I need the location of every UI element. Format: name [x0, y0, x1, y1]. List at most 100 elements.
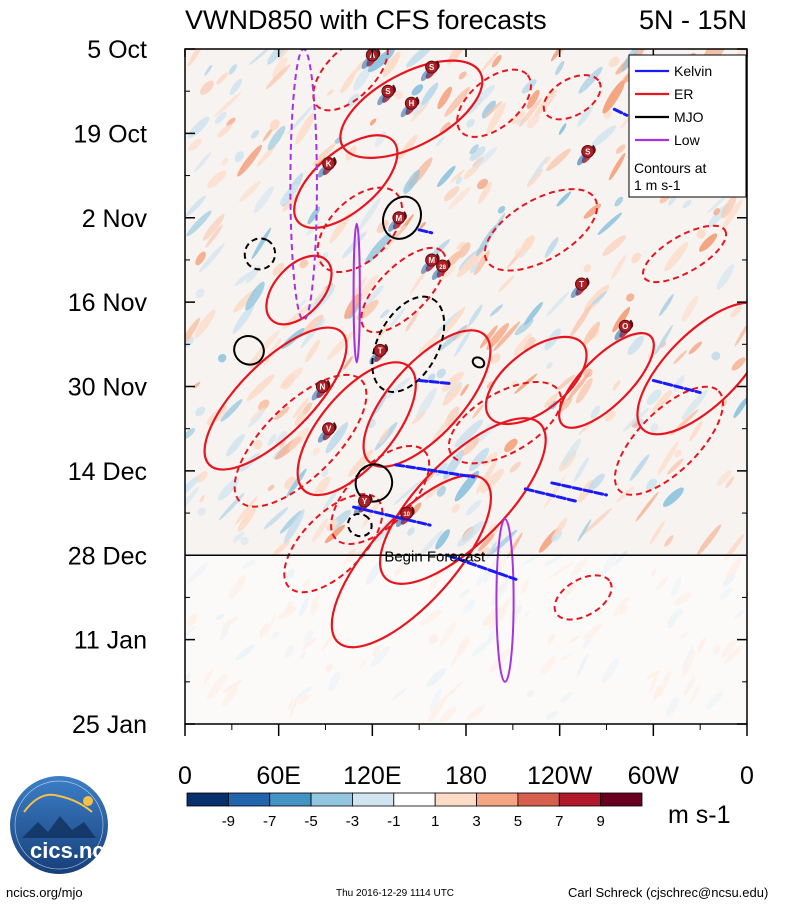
anomaly-patch — [185, 474, 202, 498]
anomaly-patch — [506, 532, 523, 560]
anomaly-patch — [253, 186, 274, 214]
anomaly-patch — [521, 235, 535, 253]
colorbar-swatch — [269, 792, 312, 807]
x-tick-label: 120W — [527, 762, 593, 790]
anomaly-patch — [216, 72, 229, 85]
kelvin-wave — [523, 487, 577, 503]
x-tick-label: 180 — [445, 762, 487, 790]
storm-marker: S — [581, 144, 596, 158]
colorbar-units: m s-1 — [668, 801, 731, 829]
anomaly-patch — [214, 111, 227, 124]
anomaly-patch — [713, 208, 721, 216]
anomaly-patch — [550, 49, 567, 62]
anomaly-patch — [476, 225, 497, 257]
anomaly-patch — [450, 49, 458, 59]
legend-label: MJO — [674, 109, 704, 125]
mjo-event — [382, 195, 422, 240]
anomaly-patch — [380, 224, 407, 254]
anomaly-patch — [377, 324, 389, 339]
colorbar-swatch — [186, 792, 229, 807]
storm-icon — [400, 506, 414, 520]
anomaly-patch — [716, 264, 735, 290]
colorbar-label: 5 — [514, 813, 522, 830]
anomaly-patch — [279, 184, 299, 205]
anomaly-patch — [602, 80, 625, 114]
anomaly-patch — [468, 304, 483, 327]
anomaly-patch — [199, 494, 205, 503]
anomaly-patch — [415, 387, 437, 422]
anomaly-patch — [371, 394, 387, 417]
storm-marker: Y — [358, 494, 373, 508]
storm-label: 28 — [439, 265, 446, 271]
anomaly-patch — [389, 307, 406, 329]
anomaly-patch — [511, 110, 526, 125]
anomaly-patch — [307, 206, 321, 225]
kelvin-wave — [445, 553, 518, 581]
colorbar-label: 9 — [596, 813, 604, 830]
anomaly-patch — [654, 324, 673, 356]
colorbar-label: -3 — [346, 813, 359, 830]
anomaly-patch — [635, 491, 659, 522]
anomaly-patch — [357, 274, 379, 302]
storm-marker: M — [425, 253, 440, 267]
anomaly-patch — [214, 92, 242, 117]
storm-icon — [618, 319, 632, 333]
storm-marker: T — [373, 343, 389, 357]
anomaly-patch — [305, 339, 321, 363]
anomaly-patch — [575, 377, 593, 404]
anomaly-patch — [481, 51, 499, 72]
colorbar-label: -5 — [304, 813, 317, 830]
anomaly-patch — [631, 252, 641, 264]
anomaly-patch — [556, 191, 572, 207]
anomaly-patch — [245, 281, 265, 311]
footer-timestamp: Thu 2016-12-29 1114 UTC — [336, 888, 455, 899]
anomaly-patch — [472, 404, 484, 419]
kelvin-wave — [352, 505, 432, 527]
storm-label: S — [585, 147, 591, 156]
anomaly-patch — [340, 73, 356, 94]
y-tick-label: 11 Jan — [74, 627, 147, 655]
colorbar-swatch — [600, 792, 643, 807]
anomaly-patch — [421, 82, 439, 106]
anomaly-patch — [419, 221, 426, 229]
anomaly-patch — [448, 186, 471, 210]
anomaly-patch — [509, 461, 521, 473]
er-wave-dashed — [483, 188, 599, 272]
anomaly-patch — [358, 197, 381, 231]
anomaly-patch — [436, 368, 446, 379]
anomaly-patch — [526, 168, 543, 188]
anomaly-patch — [195, 406, 206, 417]
anomaly-patch — [626, 293, 635, 302]
anomaly-patch — [442, 383, 463, 406]
storm-label: T — [378, 346, 383, 355]
anomaly-patch — [622, 407, 650, 432]
anomaly-patch — [202, 214, 225, 241]
anomaly-patch — [602, 235, 627, 256]
anomaly-patch — [662, 487, 684, 507]
y-tick-label: 19 Oct — [73, 120, 147, 148]
x-tick-label: 0 — [178, 762, 192, 790]
storm-icon — [425, 253, 439, 267]
kelvin-wave — [550, 481, 608, 497]
anomaly-patch — [322, 486, 340, 512]
anomaly-patch — [469, 146, 486, 161]
colorbar-label: 3 — [472, 813, 480, 830]
anomaly-patch — [529, 156, 548, 183]
anomaly-patch — [682, 199, 692, 209]
anomaly-patch — [326, 519, 338, 532]
anomaly-patch — [650, 423, 659, 433]
anomaly-patch — [217, 477, 240, 501]
anomaly-patch — [272, 57, 288, 79]
anomaly-patch — [246, 374, 275, 401]
colorbar-swatch — [310, 792, 353, 807]
colorbar-label: -7 — [263, 813, 276, 830]
anomaly-patch — [731, 357, 746, 371]
colorbar-swatch — [558, 792, 602, 807]
storm-label: O — [622, 322, 628, 331]
anomaly-patch — [272, 262, 285, 276]
anomaly-patch — [450, 169, 465, 183]
forecast-label: Begin Forecast — [384, 548, 486, 565]
er-wave-dashed — [456, 68, 532, 138]
anomaly-patch — [477, 178, 488, 190]
mjo-event — [471, 356, 486, 369]
